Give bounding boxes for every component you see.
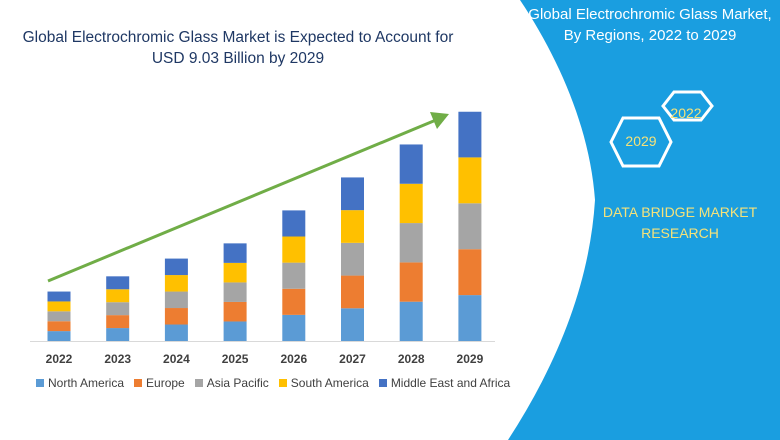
bar-segment-asia-pacific-2023	[106, 302, 130, 316]
bar-segment-north-america-2026	[282, 314, 306, 341]
x-tick-label: 2027	[339, 352, 366, 366]
bar-segment-asia-pacific-2026	[282, 262, 306, 289]
bar-segment-asia-pacific-2027	[341, 242, 364, 276]
bar-segment-south-america-2024	[164, 275, 188, 292]
legend-label: North America	[48, 376, 125, 390]
bar-segment-europe-2023	[106, 315, 130, 329]
bar-segment-south-america-2022	[47, 301, 71, 312]
brand-name: DATA BRIDGE MARKET RESEARCH	[602, 204, 758, 241]
legend-label: Europe	[146, 376, 185, 390]
bar-segment-north-america-2028	[399, 301, 423, 341]
legend-item: Asia Pacific	[194, 376, 269, 390]
bar-segment-middle-east-and-africa-2029	[458, 111, 482, 158]
bar-segment-north-america-2025	[223, 321, 247, 341]
bar-segment-south-america-2026	[282, 236, 306, 263]
bar-segment-south-america-2028	[399, 183, 423, 224]
trend-arrow-line	[47, 118, 437, 283]
bar-segment-north-america-2023	[106, 328, 130, 341]
legend-item: South America	[278, 376, 369, 390]
legend-swatch	[36, 379, 44, 387]
bar-segment-north-america-2027	[341, 308, 364, 341]
bar-segment-asia-pacific-2024	[164, 291, 188, 309]
legend-item: Middle East and Africa	[378, 376, 511, 390]
bar-segment-europe-2022	[47, 321, 71, 332]
bar-segment-europe-2028	[399, 262, 423, 302]
bar-segment-middle-east-and-africa-2023	[106, 276, 130, 290]
hex-label-2022: 2022	[670, 105, 702, 121]
x-tick-label: 2029	[457, 352, 484, 366]
legend-item: North America	[36, 376, 124, 390]
bar-segment-europe-2025	[223, 301, 247, 322]
bar-segment-asia-pacific-2022	[47, 311, 71, 322]
bar-segment-middle-east-and-africa-2028	[399, 144, 423, 184]
bar-segment-europe-2027	[341, 275, 364, 309]
legend-swatch	[278, 379, 287, 387]
bar-segment-north-america-2022	[47, 331, 71, 341]
legend-swatch	[194, 379, 203, 387]
bar-segment-south-america-2023	[106, 289, 130, 303]
x-tick-label: 2028	[398, 352, 425, 366]
legend-label: Middle East and Africa	[390, 376, 511, 390]
bar-segment-europe-2024	[164, 308, 188, 325]
legend-label: South America	[290, 376, 369, 390]
bar-segment-europe-2026	[282, 288, 306, 315]
bar-segment-south-america-2027	[341, 210, 364, 243]
hexagon-icons	[609, 90, 714, 168]
legend-label: Asia Pacific	[206, 376, 269, 390]
legend-item: Europe	[134, 376, 185, 390]
trend-arrow-head-icon	[430, 112, 449, 129]
hexagon-2029-icon	[609, 116, 673, 168]
x-tick-label: 2024	[163, 352, 190, 366]
legend: North America Europe Asia Pacific South …	[36, 376, 510, 390]
bar-segment-middle-east-and-africa-2022	[47, 291, 71, 302]
bar-segment-middle-east-and-africa-2024	[164, 258, 188, 276]
stacked-bar-chart: 2022 2023 2024 2025 2026 2027 2028 2029	[30, 111, 495, 366]
bar-segment-north-america-2029	[458, 295, 482, 341]
bar-segment-asia-pacific-2028	[399, 223, 423, 263]
hex-label-2029: 2029	[625, 133, 657, 149]
x-tick-label: 2022	[46, 352, 73, 366]
bar-segment-asia-pacific-2029	[458, 203, 482, 250]
bar-segment-north-america-2024	[164, 324, 188, 341]
bar-segment-middle-east-and-africa-2025	[223, 243, 247, 263]
side-panel-title: Global Electrochromic Glass Market, By R…	[528, 6, 772, 44]
x-tick-label: 2025	[222, 352, 249, 366]
x-tick-label: 2026	[280, 352, 307, 366]
legend-swatch	[134, 379, 143, 387]
hexagon-2022-icon	[661, 90, 714, 122]
bar-segment-south-america-2025	[223, 262, 247, 283]
bar-segment-asia-pacific-2025	[223, 282, 247, 302]
chart-title: Global Electrochromic Glass Market is Ex…	[22, 29, 454, 67]
legend-swatch	[378, 379, 387, 387]
bar-segment-south-america-2029	[458, 157, 482, 204]
x-tick-label: 2023	[104, 352, 131, 366]
bar-segment-middle-east-and-africa-2026	[282, 210, 306, 237]
bar-segment-europe-2029	[458, 249, 482, 296]
bar-segment-middle-east-and-africa-2027	[341, 177, 364, 211]
